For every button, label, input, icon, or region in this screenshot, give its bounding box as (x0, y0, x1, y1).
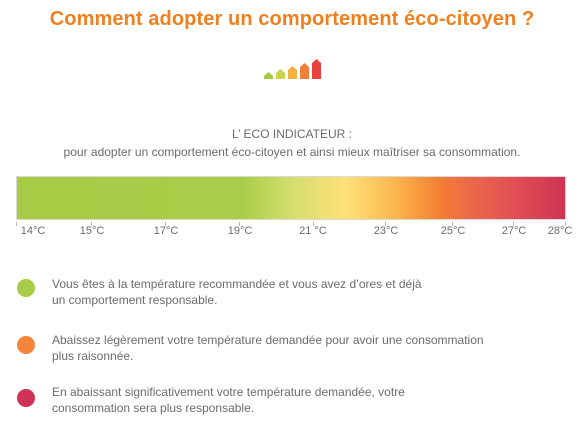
red-dot-icon (17, 389, 35, 407)
scale-tick (165, 222, 166, 226)
scale-tick (91, 222, 92, 226)
scale-label-27: 27°C (501, 225, 527, 237)
legend-orange-line1: Abaissez légèrement votre température de… (52, 333, 484, 347)
scale-label-25: 25°C (440, 225, 466, 237)
eco-logo-house-bar (264, 72, 273, 79)
eco-logo-house-bar (288, 66, 297, 79)
temperature-scale: 14°C 15°C 17°C 19°C 21 °C 23°C 25°C 27°C… (0, 222, 584, 240)
scale-label-15: 15°C (79, 225, 105, 237)
scale-tick (16, 222, 17, 226)
scale-tick (513, 222, 514, 226)
legend-red-line1: En abaissant significativement votre tem… (52, 385, 405, 399)
scale-label-17: 17°C (153, 225, 179, 237)
scale-tick (565, 222, 566, 226)
legend-red-line2: consommation sera plus responsable. (52, 401, 255, 415)
legend-green-text: Vous êtes à la température recommandée e… (52, 276, 522, 308)
legend-green-line2: un comportement responsable. (52, 293, 218, 307)
scale-label-14: 14°C (20, 225, 46, 237)
page-title: Comment adopter un comportement éco-cito… (49, 8, 535, 30)
eco-indicator-logo-icon (264, 59, 321, 79)
scale-tick (239, 222, 240, 226)
scale-label-21: 21 °C (299, 225, 327, 237)
eco-logo-house-bar (276, 69, 285, 79)
scale-tick (385, 222, 386, 226)
eco-logo-house-bar (300, 63, 309, 79)
green-dot-icon (17, 279, 35, 297)
legend-red-text: En abaissant significativement votre tem… (52, 384, 522, 416)
legend-green-line1: Vous êtes à la température recommandée e… (52, 277, 422, 291)
scale-label-28: 28°C (547, 225, 573, 237)
scale-tick (313, 222, 314, 226)
legend-orange-text: Abaissez légèrement votre température de… (52, 332, 522, 364)
scale-tick (452, 222, 453, 226)
indicator-heading: L’ ECO INDICATEUR : (231, 127, 353, 141)
orange-dot-icon (17, 336, 35, 354)
eco-logo-house-bar (312, 59, 321, 79)
indicator-subheading: pour adopter un comportement éco-citoyen… (63, 145, 521, 159)
scale-label-23: 23°C (373, 225, 399, 237)
legend-orange-line2: plus raisonnée. (52, 349, 134, 363)
temperature-gauge-bar (16, 176, 566, 220)
scale-label-19: 19°C (227, 225, 253, 237)
